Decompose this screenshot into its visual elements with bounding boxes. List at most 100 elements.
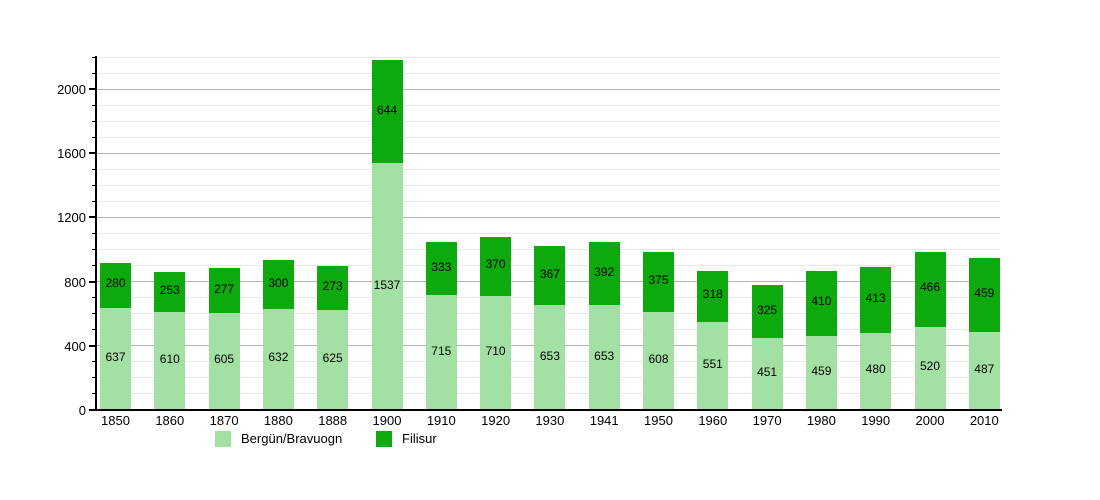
y-major-tick-800: [89, 280, 97, 283]
bar-1888-bergun: [317, 309, 349, 410]
bar-value-1910-bergun: 715: [431, 343, 452, 358]
bar-2010-bergun: [968, 331, 1000, 410]
bar-value-1888-bergun: 625: [322, 350, 343, 365]
y-axis-line: [95, 56, 97, 411]
y-minor-tick-1300: [92, 200, 97, 202]
bar-value-1900-bergun: 1537: [373, 277, 401, 292]
bar-1980-bergun: [805, 336, 837, 410]
bar-value-1990-filisur: 413: [865, 290, 886, 305]
y-minor-tick-1800: [92, 120, 97, 122]
y-axis-label-800: 800: [64, 274, 86, 290]
bar-1850-bergun: [100, 307, 131, 410]
x-axis-label-1950: 1950: [644, 413, 673, 428]
bar-value-1910-filisur: 333: [431, 259, 452, 274]
bar-value-1950-bergun: 608: [648, 352, 669, 367]
bar-value-1860-bergun: 610: [159, 352, 180, 367]
x-axis-label-1990: 1990: [861, 413, 891, 428]
bar-value-1960-bergun: 551: [702, 356, 723, 371]
y-gridline-2200: [97, 56, 1000, 58]
bar-value-1920-filisur: 370: [485, 257, 506, 272]
bar-1970-filisur: [751, 285, 783, 338]
x-axis-label-1970: 1970: [752, 413, 782, 428]
y-gridline-2100: [97, 72, 1000, 74]
bar-1900-bergun: [371, 163, 403, 410]
x-axis-label-2000: 2000: [915, 413, 945, 428]
y-gridline-1900: [97, 104, 1000, 106]
bar-value-1850-bergun: 637: [105, 349, 126, 364]
bar-1970-bergun: [751, 337, 783, 410]
y-axis-label-1200: 1200: [57, 210, 86, 226]
y-axis-label-0: 0: [78, 403, 86, 418]
x-axis-label-2010: 2010: [969, 413, 999, 428]
x-axis-label-1870: 1870: [209, 413, 239, 428]
bar-1960-bergun: [697, 321, 729, 410]
bar-value-1920-bergun: 710: [485, 344, 506, 359]
bar-value-1941-bergun: 653: [594, 348, 615, 363]
x-axis-label-1960: 1960: [698, 413, 728, 428]
bar-value-1850-filisur: 280: [105, 276, 126, 291]
bar-value-1900-filisur: 644: [376, 102, 398, 117]
y-gridline-1300: [97, 200, 1000, 202]
bar-1870-filisur: [208, 268, 240, 313]
bar-value-2000-filisur: 466: [919, 280, 941, 295]
bar-value-1880-filisur: 300: [268, 275, 289, 290]
bar-1990-bergun: [860, 332, 892, 410]
y-major-tick-2000: [89, 88, 97, 91]
legend-swatch-bergun-bravuogn: [215, 431, 231, 447]
bar-value-1980-bergun: 459: [811, 364, 832, 379]
y-axis-label-400: 400: [64, 338, 86, 354]
bar-value-1941-filisur: 392: [594, 264, 615, 279]
x-axis-label-1888: 1888: [318, 413, 348, 428]
y-minor-tick-700: [92, 297, 97, 299]
bar-1950-bergun: [643, 312, 674, 410]
y-minor-tick-600: [92, 313, 97, 315]
y-minor-tick-1100: [92, 233, 97, 234]
bar-value-2010-bergun: 487: [974, 361, 995, 376]
bar-value-1970-bergun: 451: [757, 364, 778, 379]
y-gridline-1600: [97, 152, 1000, 154]
x-axis-label-1920: 1920: [481, 413, 511, 428]
x-axis-label-1860: 1860: [155, 413, 185, 428]
y-gridline-1800: [97, 120, 1000, 122]
bar-value-1870-bergun: 605: [214, 352, 235, 367]
bar-1950-filisur: [643, 252, 674, 313]
bar-1910-bergun: [425, 295, 457, 410]
x-axis-label-1850: 1850: [101, 413, 130, 428]
bar-value-1960-filisur: 318: [702, 287, 723, 302]
bar-1930-bergun: [534, 305, 566, 410]
bar-1880-bergun: [262, 308, 294, 410]
bar-1920-filisur: [480, 236, 512, 297]
y-minor-tick-2200: [92, 56, 97, 58]
y-minor-tick-1500: [92, 168, 97, 170]
bar-1860-filisur: [154, 271, 186, 313]
legend-swatch-filisur: [376, 431, 392, 447]
bar-1930-filisur: [534, 246, 566, 306]
bar-value-2010-filisur: 459: [974, 286, 995, 301]
bar-value-1950-filisur: 375: [648, 273, 669, 288]
y-minor-tick-100: [92, 393, 97, 395]
x-axis-label-1910: 1910: [426, 413, 456, 428]
y-gridline-1500: [97, 168, 1000, 170]
y-axis-label-2000: 2000: [57, 82, 86, 98]
bar-value-1860-filisur: 253: [159, 282, 180, 297]
y-gridline-1400: [97, 184, 1000, 186]
bar-value-1880-bergun: 632: [268, 350, 289, 365]
x-axis-label-1980: 1980: [806, 413, 836, 428]
y-minor-tick-1700: [92, 136, 97, 138]
bar-1941-filisur: [588, 242, 620, 306]
y-minor-tick-1900: [92, 104, 97, 106]
bar-1900-filisur: [371, 60, 403, 164]
bar-value-1970-filisur: 325: [757, 302, 778, 317]
y-gridline-1100: [97, 233, 1000, 234]
y-minor-tick-900: [92, 265, 97, 267]
y-major-tick-1600: [89, 152, 97, 155]
bar-1910-filisur: [425, 241, 457, 296]
y-minor-tick-1000: [92, 249, 97, 251]
bar-value-1990-bergun: 480: [865, 362, 886, 377]
bar-value-1870-filisur: 277: [214, 281, 235, 296]
y-gridline-1200: [97, 216, 1000, 218]
bar-2000-bergun: [914, 326, 946, 410]
bar-1980-filisur: [805, 270, 837, 337]
bar-value-1980-filisur: 410: [811, 294, 832, 309]
